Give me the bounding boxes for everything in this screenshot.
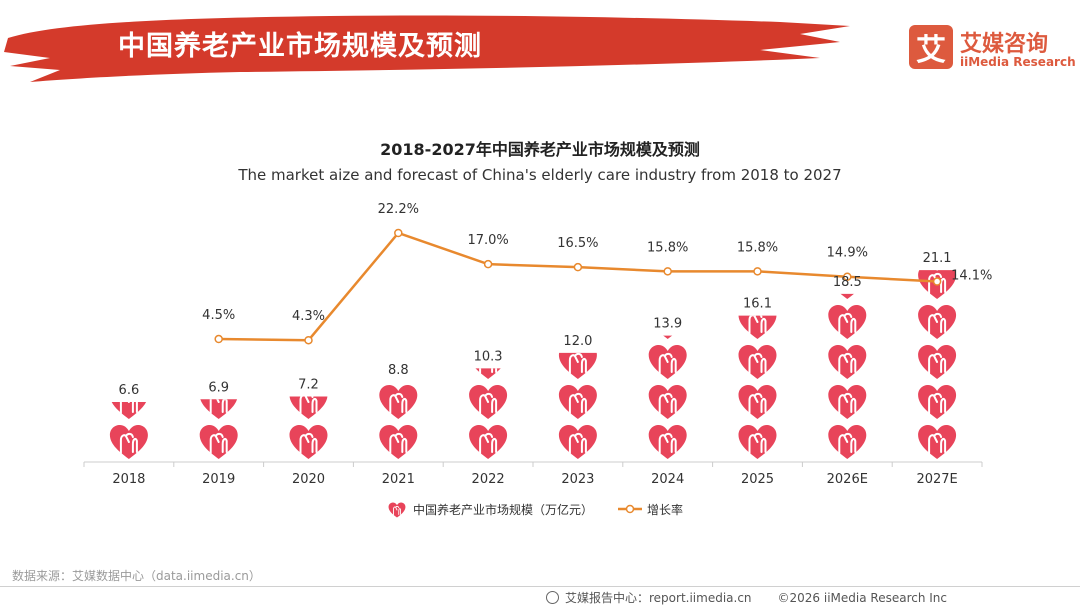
- heart-icon: [917, 424, 958, 460]
- growth-rate-label: 17.0%: [467, 233, 508, 248]
- logo-mark: 艾: [909, 25, 953, 69]
- chart-subtitle: The market aize and forecast of China's …: [238, 166, 842, 184]
- footer-report-site[interactable]: 艾媒报告中心：report.iimedia.cn: [565, 591, 752, 605]
- bar-value-label: 16.1: [743, 297, 772, 312]
- growth-rate-point: [394, 228, 403, 238]
- heart-icon: [917, 304, 958, 340]
- growth-rate-point: [932, 277, 942, 286]
- x-tick-label: 2026E: [827, 472, 868, 487]
- heart-icon: [737, 384, 778, 420]
- heart-icon: [468, 424, 509, 460]
- heart-icon: [378, 424, 419, 460]
- bar-2021: [378, 384, 419, 460]
- x-tick-label: 2019: [202, 472, 235, 487]
- legend-point-icon: [625, 504, 635, 514]
- x-tick-label: 2020: [292, 472, 325, 487]
- growth-rate-label: 14.9%: [827, 246, 868, 261]
- bar-2019: [198, 399, 239, 460]
- heart-icon: [827, 384, 868, 420]
- bar-2025: [737, 315, 778, 460]
- x-tick-label: 2024: [651, 472, 684, 487]
- heart-icon: [378, 384, 419, 420]
- growth-rate-label: 22.2%: [378, 202, 419, 217]
- bar-value-label: 12.0: [563, 334, 592, 349]
- footer: 艾媒报告中心：report.iimedia.cn ©2026 iiMedia R…: [546, 589, 947, 606]
- heart-icon: [737, 424, 778, 460]
- x-tick-label: 2018: [112, 472, 145, 487]
- title-banner: [4, 15, 850, 83]
- bar-value-label: 21.1: [923, 251, 952, 266]
- x-tick-label: 2027E: [916, 472, 957, 487]
- growth-rate-point: [483, 259, 493, 269]
- growth-rate-label: 15.8%: [737, 240, 778, 255]
- data-source: 数据来源：艾媒数据中心（data.iimedia.cn）: [12, 569, 261, 583]
- bar-value-label: 18.5: [833, 275, 862, 290]
- growth-rate-label: 4.5%: [202, 308, 235, 323]
- logo-name: 艾媒咨询: [960, 32, 1049, 57]
- bar-value-label: 10.3: [474, 349, 503, 364]
- chart-title: 2018-2027年中国养老产业市场规模及预测: [380, 140, 700, 159]
- heart-icon: [827, 304, 868, 340]
- heart-icon: [557, 424, 598, 460]
- growth-rate-label: 15.8%: [647, 240, 688, 255]
- growth-rate-label: 4.3%: [292, 309, 325, 324]
- bar-value-label: 6.6: [119, 383, 140, 398]
- heart-icon: [557, 352, 598, 380]
- heart-icon: [647, 384, 688, 420]
- legend-label-growth-rate: 增长率: [647, 502, 683, 517]
- heart-icon: [198, 424, 239, 460]
- heart-icon: [468, 384, 509, 420]
- growth-rate-label: 16.5%: [557, 236, 598, 251]
- growth-rate-point: [753, 267, 762, 276]
- x-tick-label: 2021: [382, 472, 415, 487]
- footer-copyright: ©2026 iiMedia Research Inc: [777, 590, 948, 605]
- bar-2027E: [917, 270, 958, 460]
- heart-icon: [737, 344, 778, 380]
- growth-rate-point: [843, 272, 852, 281]
- growth-rate-label: 14.1%: [951, 269, 992, 284]
- bar-value-label: 6.9: [208, 380, 229, 395]
- page-title: 中国养老产业市场规模及预测: [118, 31, 482, 62]
- bar-2023: [557, 352, 598, 460]
- bar-value-label: 8.8: [388, 363, 409, 378]
- footer-divider: [0, 586, 1080, 587]
- growth-rate-point: [573, 262, 583, 272]
- heart-icon: [288, 424, 329, 460]
- growth-rate-point: [214, 334, 223, 344]
- growth-rate-point: [304, 335, 313, 345]
- x-tick-label: 2023: [561, 472, 594, 487]
- growth-rate-point: [663, 267, 672, 276]
- legend: 中国养老产业市场规模（万亿元） 增长率: [388, 502, 683, 518]
- heart-icon: [917, 344, 958, 380]
- heart-icon: [647, 424, 688, 460]
- heart-icon: [827, 344, 868, 380]
- heart-icon: [647, 344, 688, 380]
- legend-heart-icon: [388, 502, 406, 518]
- bar-value-label: 13.9: [653, 317, 682, 332]
- bar-value-label: 7.2: [298, 378, 319, 393]
- heart-icon: [108, 424, 149, 460]
- heart-icon: [557, 384, 598, 420]
- x-tick-label: 2022: [472, 472, 505, 487]
- legend-label-market-size: 中国养老产业市场规模（万亿元）: [413, 502, 593, 517]
- logo-english: iiMedia Research: [960, 55, 1076, 69]
- heart-icon: [917, 384, 958, 420]
- x-tick-label: 2025: [741, 472, 774, 487]
- bar-2020: [288, 396, 329, 460]
- heart-icon: [827, 424, 868, 460]
- globe-icon: [546, 591, 559, 604]
- bar-2026E: [827, 293, 868, 460]
